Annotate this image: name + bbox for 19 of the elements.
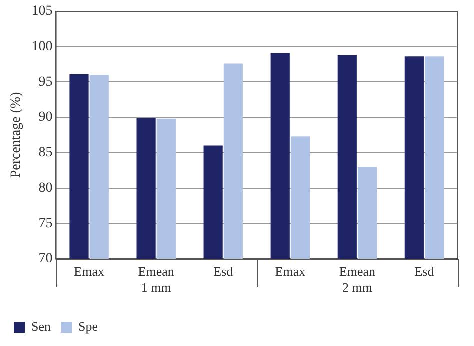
- x-tick-label: Esd: [414, 264, 435, 280]
- y-tick-label: 75: [38, 216, 53, 232]
- x-tick-label: Esd: [214, 264, 234, 280]
- y-tick-label: 80: [38, 180, 53, 196]
- legend-label: Spe: [78, 318, 98, 334]
- x-tick-label: Emax: [275, 264, 306, 280]
- legend-label: Sen: [32, 318, 52, 334]
- y-axis-title: Percentage (%): [9, 92, 24, 178]
- x-tick-label: Emax: [74, 264, 105, 280]
- text: 2 mm: [342, 280, 372, 295]
- y-tick-label: 70: [38, 252, 53, 267]
- text: 1 mm: [141, 280, 172, 295]
- y-tick-label: 105: [32, 4, 53, 20]
- y-tick-label: 90: [38, 110, 53, 126]
- y-tick-label: 85: [38, 146, 53, 161]
- y-tick-label: 95: [38, 74, 53, 90]
- x-tick-label: Emean: [339, 264, 376, 280]
- y-tick-label: 100: [32, 39, 53, 54]
- x-tick-label: Emean: [138, 264, 175, 280]
